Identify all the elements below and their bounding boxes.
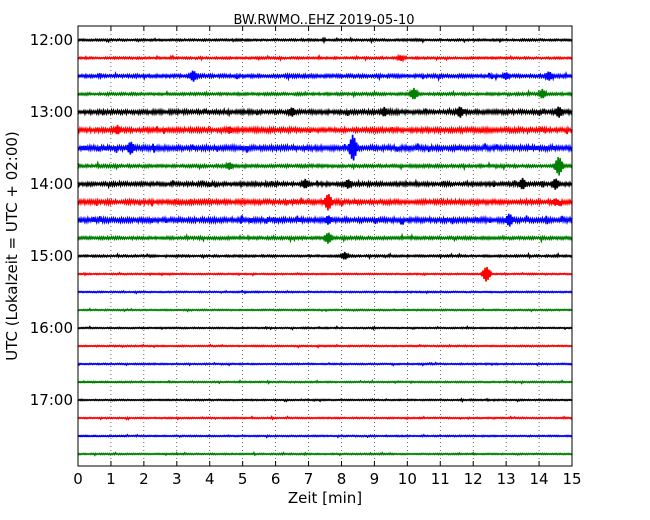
- x-tick-label: 9: [370, 470, 380, 488]
- trace-layer: [77, 36, 573, 457]
- y-tick-label: 14:00: [30, 175, 73, 193]
- seismic-trace: [77, 213, 573, 227]
- seismic-trace: [77, 251, 573, 260]
- plot-frame: [77, 25, 573, 467]
- seismic-trace: [77, 124, 573, 136]
- y-tick-label: 15:00: [30, 247, 73, 265]
- seismic-trace: [77, 397, 573, 403]
- seismic-trace: [77, 232, 573, 244]
- seismic-trace: [77, 451, 573, 457]
- y-axis-ticks: 12:00 13:00 14:00 15:00 16:00 17:00: [30, 31, 572, 409]
- seismic-trace: [77, 379, 573, 385]
- x-axis-label: Zeit [min]: [288, 489, 362, 507]
- seismic-trace: [77, 343, 573, 349]
- seismic-trace: [77, 193, 573, 211]
- chart-title: BW.RWMO..EHZ 2019-05-10: [233, 13, 414, 28]
- seismic-trace: [77, 289, 573, 295]
- seismic-trace: [77, 266, 573, 282]
- y-tick-label: 17:00: [30, 391, 73, 409]
- x-tick-label: 2: [139, 470, 149, 488]
- vertical-grid: [110, 26, 540, 466]
- x-tick-label: 3: [172, 470, 182, 488]
- x-tick-label: 7: [304, 470, 314, 488]
- seismic-trace: [77, 415, 573, 421]
- y-tick-label: 16:00: [30, 319, 73, 337]
- x-tick-label: 0: [73, 470, 83, 488]
- x-tick-label: 11: [431, 470, 450, 488]
- y-axis-label: UTC (Lokalzeit = UTC + 02:00): [3, 131, 21, 361]
- seismic-trace: [77, 70, 573, 83]
- seismic-trace: [77, 433, 573, 439]
- x-tick-label: 14: [530, 470, 549, 488]
- seismic-trace: [77, 134, 573, 161]
- seismic-trace: [77, 157, 573, 176]
- x-tick-label: 1: [106, 470, 116, 488]
- x-tick-label: 13: [497, 470, 516, 488]
- x-tick-label: 12: [464, 470, 483, 488]
- x-tick-label: 8: [337, 470, 347, 488]
- seismic-trace: [77, 36, 573, 45]
- x-axis-ticks: 0 1 2 3 4 5 6 7 8 9 10 11 12 13 14 15: [73, 26, 582, 488]
- seismic-trace: [77, 325, 573, 331]
- x-tick-label: 10: [398, 470, 417, 488]
- y-tick-label: 13:00: [30, 103, 73, 121]
- seismic-trace: [77, 361, 573, 367]
- seismic-trace: [77, 87, 573, 100]
- seismic-trace: [77, 177, 573, 190]
- seismic-trace: [77, 307, 573, 313]
- x-tick-label: 6: [271, 470, 281, 488]
- y-tick-label: 12:00: [30, 31, 73, 49]
- x-tick-label: 4: [205, 470, 215, 488]
- seismic-trace: [77, 106, 573, 118]
- x-tick-label: 15: [562, 470, 581, 488]
- seismic-trace: [77, 53, 573, 63]
- x-tick-label: 5: [238, 470, 248, 488]
